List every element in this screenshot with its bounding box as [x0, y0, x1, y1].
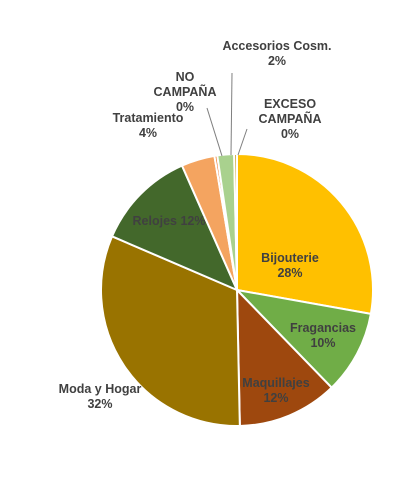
slice-label-no-campa-a: NO CAMPAÑA 0% — [154, 70, 217, 114]
slice-label-exceso-campa-a: EXCESO CAMPAÑA 0% — [259, 97, 322, 141]
pie-slice-moda-y-hogar — [100, 235, 241, 427]
pie-slice-bijouterie — [236, 152, 374, 316]
pie-slices — [100, 152, 374, 427]
slice-label-maquillajes: Maquillajes 12% — [242, 376, 309, 405]
slice-label-moda-y-hogar: Moda y Hogar 32% — [59, 382, 142, 411]
slice-label-bijouterie: Bijouterie 28% — [261, 251, 319, 280]
slice-label-fragancias: Fragancias 10% — [290, 321, 356, 350]
slice-labels: Bijouterie 28% Fragancias 10% Maquillajes 12%… — [59, 39, 356, 411]
slice-label-relojes: Relojes 12% — [133, 214, 206, 228]
pie-slice-relojes — [110, 164, 239, 292]
pie-slice-fragancias — [234, 288, 373, 390]
leader-line-exceso-campa-a — [237, 128, 248, 156]
slice-label-accesorios-cosm-: Accesorios Cosm. 2% — [222, 39, 331, 68]
leader-lines — [206, 72, 248, 157]
pie-slice-exceso-campa-a — [233, 152, 238, 291]
pie-slice-maquillajes — [235, 287, 334, 427]
leader-line-accesorios-cosm- — [230, 72, 233, 156]
leader-line-no-campa-a — [206, 107, 223, 157]
slice-label-tratamiento: Tratamiento 4% — [113, 111, 184, 140]
